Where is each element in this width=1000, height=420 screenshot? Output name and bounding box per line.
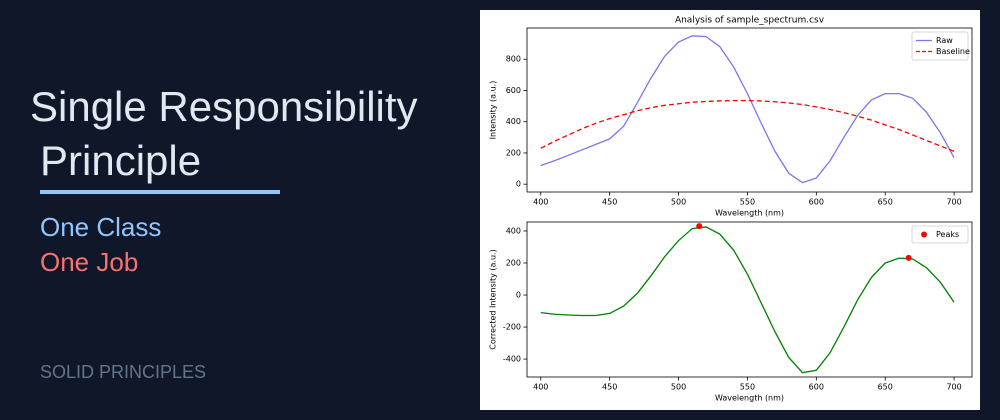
x-tick-label: 650: [878, 198, 893, 207]
legend-label: Raw: [936, 36, 953, 45]
y-axis-label: Intensity (a.u.): [489, 81, 498, 140]
x-tick-label: 550: [740, 198, 755, 207]
x-axis-label: Wavelength (nm): [715, 209, 784, 218]
underline: [40, 190, 280, 194]
title-line: Principle: [40, 137, 202, 184]
x-tick-label: 400: [533, 198, 548, 207]
peak-marker: [696, 223, 703, 230]
series-line: [540, 99, 955, 152]
axes-frame: [526, 221, 973, 378]
y-tick-label: 800: [506, 55, 521, 64]
y-tick-label: 0: [516, 180, 521, 189]
series-line: [540, 226, 955, 374]
x-tick-label: 600: [809, 383, 824, 392]
chart-title: Analysis of sample_spectrum.csv: [675, 16, 825, 26]
x-tick-label: 700: [946, 198, 961, 207]
legend-box: [911, 225, 969, 244]
y-tick-label: 0: [516, 291, 521, 300]
footer: SOLID PRINCIPLES: [40, 362, 207, 382]
series-line: [540, 35, 955, 184]
y-tick-label: 200: [506, 258, 521, 267]
x-tick-label: 450: [602, 198, 617, 207]
legend-box: [911, 31, 969, 61]
figure: Analysis of sample_spectrum.csv 400 450 500…: [480, 10, 980, 410]
x-tick-label: 700: [946, 383, 961, 392]
x-tick-label: 600: [809, 198, 824, 207]
x-tick-label: 400: [533, 383, 548, 392]
figure-background: [480, 10, 980, 410]
x-tick-label: 450: [602, 383, 617, 392]
y-tick-label: 600: [506, 86, 521, 95]
slide-title: Single Responsibility Principle: [30, 80, 418, 188]
tagline: One Class: [40, 212, 162, 242]
y-tick-label: -400: [503, 355, 521, 364]
y-tick-label: 200: [506, 148, 521, 157]
y-tick-label: 400: [506, 226, 521, 235]
y-tick-label: 400: [506, 117, 521, 126]
x-tick-label: 500: [671, 198, 686, 207]
x-axis-label: Wavelength (nm): [715, 394, 784, 403]
peak-marker: [905, 254, 912, 261]
y-tick-label: -200: [503, 323, 521, 332]
legend-label: Peaks: [936, 230, 959, 239]
axes-frame: [526, 27, 973, 193]
title-line: Single Responsibility: [30, 83, 418, 130]
legend-marker: [921, 231, 927, 238]
x-tick-label: 550: [740, 383, 755, 392]
y-axis-label: Corrected Intensity (a.u.): [489, 249, 498, 349]
x-tick-label: 500: [671, 383, 686, 392]
x-tick-label: 650: [878, 383, 893, 392]
legend-label: Baseline: [936, 47, 970, 56]
tagline: One Job: [40, 247, 139, 277]
